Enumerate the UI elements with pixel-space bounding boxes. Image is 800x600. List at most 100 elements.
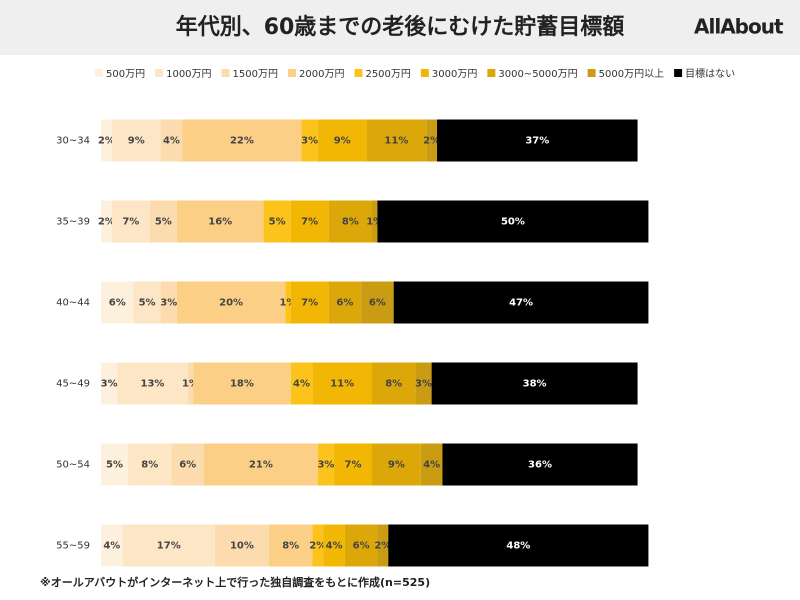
data-label: 11% [330,379,354,390]
data-label: 8% [342,217,359,228]
bar-segment [377,524,389,567]
legend-label: 1500万円 [233,69,278,80]
bar-segment [187,362,194,405]
legend-swatch [155,69,164,77]
y-tick-label: 30~34 [56,136,90,147]
bar-segment [101,281,134,324]
data-label: 47% [509,298,533,309]
data-label: 1% [279,298,296,309]
data-label: 3% [301,136,318,147]
data-label: 9% [334,136,351,147]
bar-segment [372,200,378,243]
data-label: 36% [528,460,552,471]
data-label: 6% [369,298,386,309]
data-label: 13% [141,379,165,390]
data-label: 17% [157,541,181,552]
bar-segment [312,362,372,405]
bar-segment [372,362,416,405]
legend-swatch [674,69,683,77]
y-tick-label: 35~39 [56,217,90,228]
data-label: 10% [230,541,254,552]
bar-segment [171,443,204,486]
bar-segment [393,281,649,324]
legend-swatch [221,69,230,77]
data-label: 7% [345,460,362,471]
footnote: ※オールアバウトがインターネット上で行った独自調査をもとに作成(n=525) [40,575,430,589]
data-label: 6% [353,541,370,552]
bar-segment [334,443,372,486]
data-label: 50% [501,217,525,228]
data-label: 9% [388,460,405,471]
bar-segment [301,119,318,162]
data-label: 38% [523,379,547,390]
bar-segment [111,200,150,243]
bar-segment [285,281,291,324]
data-label: 8% [282,541,299,552]
bar-segment [160,119,183,162]
bar-segment [269,524,313,567]
data-label: 5% [106,460,123,471]
data-label: 4% [163,136,180,147]
bar-segment [149,200,177,243]
legend-swatch [487,69,496,77]
bar-segment [290,362,313,405]
legend-swatch [587,69,596,77]
bar-segment [372,443,421,486]
bar-segment [193,362,291,405]
data-label: 4% [293,379,310,390]
bar-segment [176,200,264,243]
bar-segment [290,200,329,243]
data-label: 3% [101,379,118,390]
data-label: 7% [122,217,139,228]
bar-segment [111,119,161,162]
data-label: 37% [525,136,549,147]
bar-segment [263,200,291,243]
data-label: 21% [249,460,273,471]
data-label: 4% [103,541,120,552]
bar-segment [328,281,362,324]
data-label: 5% [155,217,172,228]
bar-segment [101,443,129,486]
legend-label: 3000~5000万円 [498,69,577,80]
data-label: 8% [141,460,158,471]
data-label: 2% [374,541,391,552]
bar-segment [328,200,372,243]
legend-label: 500万円 [106,69,145,80]
bar-segment [290,281,329,324]
bar-segment [442,443,638,486]
bar-segment [388,524,649,567]
logo: AllAbout [694,15,784,39]
bar-segment [317,119,367,162]
bar-segment [361,281,394,324]
data-label: 22% [230,136,254,147]
legend-label: 2500万円 [365,69,410,80]
chart-title: 年代別、60歳までの老後にむけた貯蓄目標額 [176,14,625,40]
data-label: 48% [506,541,530,552]
data-label: 3% [160,298,177,309]
bar-segment [415,362,432,405]
bar-segment [214,524,270,567]
data-label: 8% [385,379,402,390]
data-label: 5% [139,298,156,309]
data-label: 4% [423,460,440,471]
bar-segment [312,524,324,567]
legend-swatch [354,69,363,77]
bar-segment [317,443,335,486]
bar-segment [366,119,427,162]
data-label: 3% [317,460,334,471]
y-tick-label: 45~49 [56,379,90,390]
data-label: 7% [301,217,318,228]
bar-segment [182,119,302,162]
bar-segment [344,524,378,567]
data-label: 1% [182,379,199,390]
legend-swatch [95,69,103,77]
bar-segment [117,362,188,405]
y-tick-label: 40~44 [56,298,90,309]
bar-segment [323,524,345,567]
bar-segment [160,281,177,324]
data-label: 16% [208,217,232,228]
data-label: 6% [109,298,126,309]
data-label: 18% [230,379,254,390]
bar-segment [203,443,318,486]
bar-segment [133,281,161,324]
